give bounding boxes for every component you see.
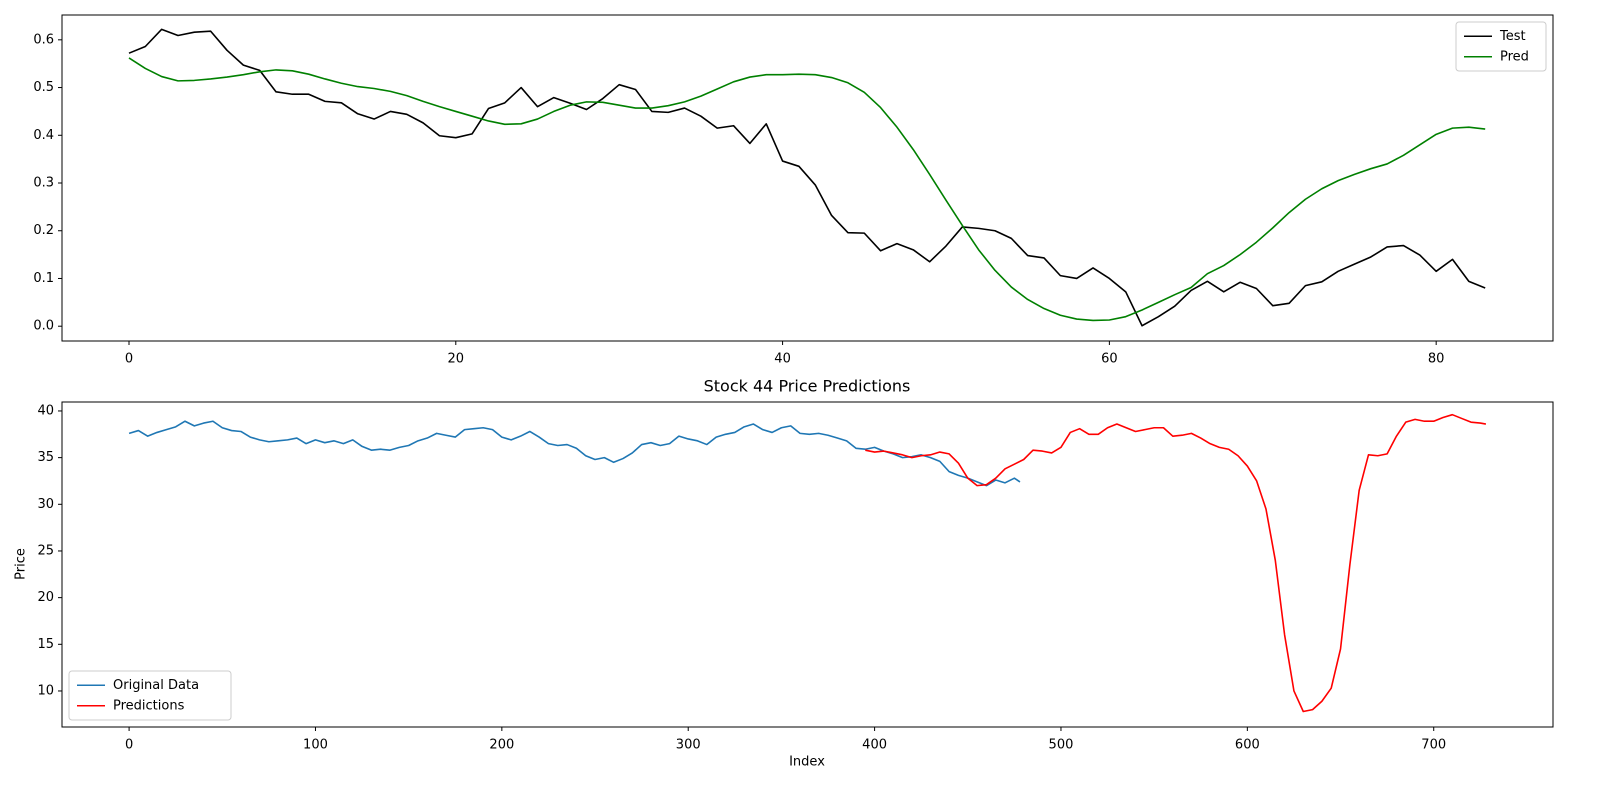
y-tick-label: 15 bbox=[37, 637, 54, 652]
y-tick-label: 0.4 bbox=[33, 128, 54, 143]
x-tick-label: 0 bbox=[125, 352, 133, 367]
x-tick-label: 40 bbox=[774, 352, 791, 367]
y-tick-label: 0.5 bbox=[33, 80, 54, 95]
y-tick-label: 0.0 bbox=[33, 319, 54, 334]
x-tick-label: 100 bbox=[303, 738, 328, 753]
x-tick-label: 200 bbox=[489, 738, 514, 753]
series-line bbox=[865, 413, 1487, 713]
x-tick-label: 80 bbox=[1428, 352, 1445, 367]
y-tick-label: 20 bbox=[37, 590, 54, 605]
x-tick-label: 20 bbox=[448, 352, 465, 367]
y-axis-label: Price bbox=[14, 548, 29, 580]
x-tick-label: 300 bbox=[676, 738, 701, 753]
series-line bbox=[128, 57, 1486, 322]
legend-box bbox=[68, 670, 232, 721]
y-tick-label: 0.2 bbox=[33, 223, 54, 238]
series-line bbox=[128, 420, 1021, 487]
y-tick-label: 10 bbox=[37, 683, 54, 698]
y-tick-label: 25 bbox=[37, 543, 54, 558]
y-tick-label: 40 bbox=[37, 403, 54, 418]
legend-label: Predictions bbox=[113, 698, 185, 713]
x-tick-label: 60 bbox=[1101, 352, 1118, 367]
legend-label: Original Data bbox=[113, 678, 199, 693]
legend-label: Pred bbox=[1500, 49, 1529, 64]
x-tick-label: 400 bbox=[862, 738, 887, 753]
y-tick-label: 35 bbox=[37, 450, 54, 465]
legend-label: Test bbox=[1499, 29, 1526, 44]
chart-title: Stock 44 Price Predictions bbox=[704, 377, 911, 396]
y-tick-label: 0.1 bbox=[33, 271, 54, 286]
x-tick-label: 600 bbox=[1235, 738, 1260, 753]
plot-frame bbox=[61, 401, 1554, 728]
y-tick-label: 0.6 bbox=[33, 32, 54, 47]
y-tick-label: 0.3 bbox=[33, 176, 54, 191]
x-tick-label: 0 bbox=[125, 738, 133, 753]
x-axis-label: Index bbox=[789, 755, 825, 770]
legend-box bbox=[1455, 21, 1547, 72]
x-tick-label: 500 bbox=[1049, 738, 1074, 753]
series-line bbox=[128, 28, 1486, 327]
plot-frame bbox=[61, 14, 1554, 342]
y-tick-label: 30 bbox=[37, 497, 54, 512]
x-tick-label: 700 bbox=[1421, 738, 1446, 753]
